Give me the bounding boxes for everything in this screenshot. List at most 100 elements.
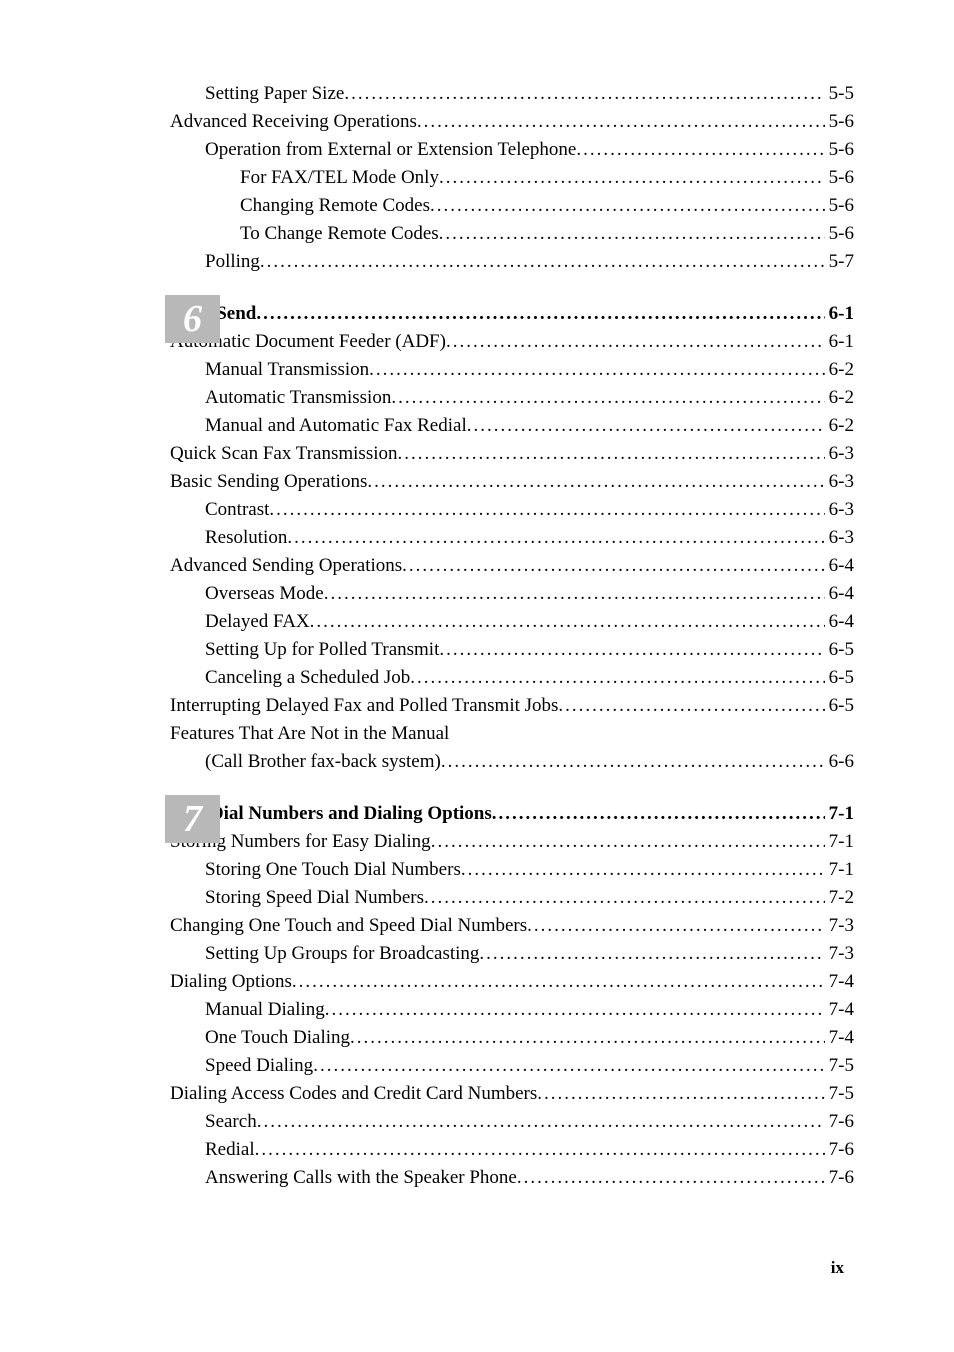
toc-entry-label: Basic Sending Operations — [170, 471, 367, 493]
toc-entry: Answering Calls with the Speaker Phone7-… — [205, 1167, 854, 1189]
toc-entry: Manual Transmission 6-2 — [205, 359, 854, 381]
chapter-6-heading: 6 Setup Send 6-1 — [100, 303, 854, 325]
section-5-continued: Setting Paper Size5-5 Advanced Receiving … — [100, 83, 854, 273]
toc-entry: Advanced Sending Operations 6-4 — [170, 555, 854, 577]
toc-leader — [417, 111, 825, 133]
toc-entry: Manual and Automatic Fax Redial 6-2 — [205, 415, 854, 437]
toc-entry-label: Setting Up for Polled Transmit — [205, 639, 439, 661]
toc-leader — [367, 471, 824, 493]
chapter-6-title-line: Setup Send 6-1 — [165, 303, 854, 325]
toc-leader — [369, 359, 825, 381]
toc-leader — [255, 1139, 825, 1161]
toc-entry-label: To Change Remote Codes — [240, 223, 439, 245]
toc-entry: Interrupting Delayed Fax and Polled Tran… — [170, 695, 854, 717]
toc-entry: Changing Remote Codes5-6 — [240, 195, 854, 217]
toc-entry: Storing One Touch Dial Numbers7-1 — [205, 859, 854, 881]
toc-entry-label: Storing Speed Dial Numbers — [205, 887, 424, 909]
toc-entry-page: 6-3 — [825, 471, 854, 493]
toc-entry-page: 6-3 — [825, 499, 854, 521]
toc-entry-page: 6-4 — [825, 555, 854, 577]
chapter-7-marker: 7 — [165, 795, 220, 843]
toc-entry: Quick Scan Fax Transmission 6-3 — [170, 443, 854, 465]
toc-entry-label: Contrast — [205, 499, 269, 521]
toc-entry-page: 6-4 — [825, 583, 854, 605]
toc-entry: Manual Dialing7-4 — [205, 999, 854, 1021]
toc-leader — [325, 999, 825, 1021]
toc-entry-page: 5-5 — [825, 83, 854, 105]
toc-entry-label: Speed Dialing — [205, 1055, 313, 1077]
toc-entry-label: Dialing Options — [170, 971, 292, 993]
toc-entry: Automatic Document Feeder (ADF)6-1 — [170, 331, 854, 353]
toc-entry-page: 6-2 — [825, 359, 854, 381]
toc-leader — [402, 555, 825, 577]
toc-entry: For FAX/TEL Mode Only5-6 — [240, 167, 854, 189]
toc-leader — [430, 195, 825, 217]
toc-entry-page: 6-5 — [825, 639, 854, 661]
toc-container: Setting Paper Size5-5 Advanced Receiving … — [100, 83, 854, 1189]
toc-leader — [492, 803, 825, 825]
toc-entry-label: Manual and Automatic Fax Redial — [205, 415, 467, 437]
toc-entry: Setting Paper Size5-5 — [205, 83, 854, 105]
toc-leader — [446, 331, 825, 353]
toc-entry: Changing One Touch and Speed Dial Number… — [170, 915, 854, 937]
toc-entry-label: Advanced Sending Operations — [170, 555, 402, 577]
toc-leader — [527, 915, 825, 937]
toc-entry-page: 7-6 — [825, 1139, 854, 1161]
toc-leader — [576, 139, 824, 161]
chapter-7-entries: Storing Numbers for Easy Dialing7-1 Stori… — [100, 831, 854, 1189]
toc-entry-label: Quick Scan Fax Transmission — [170, 443, 398, 465]
toc-entry-page: 5-6 — [825, 223, 854, 245]
toc-entry-label: Polling — [205, 251, 260, 273]
toc-leader — [324, 583, 825, 605]
toc-leader — [461, 859, 825, 881]
toc-entry: Overseas Mode6-4 — [205, 583, 854, 605]
chapter-6-title-page: 6-1 — [825, 303, 854, 325]
toc-entry: Storing Numbers for Easy Dialing7-1 — [170, 831, 854, 853]
page-number: ix — [831, 1258, 844, 1278]
toc-entry-page: 7-1 — [825, 859, 854, 881]
toc-entry: Dialing Options7-4 — [170, 971, 854, 993]
toc-entry-label: Manual Dialing — [205, 999, 325, 1021]
toc-leader — [424, 887, 825, 909]
toc-leader — [439, 639, 824, 661]
toc-entry: Operation from External or Extension Tel… — [205, 139, 854, 161]
toc-entry: Delayed FAX6-4 — [205, 611, 854, 633]
toc-entry: (Call Brother fax-back system)6-6 — [205, 751, 854, 773]
toc-entry-label: Manual Transmission — [205, 359, 369, 381]
toc-entry: One Touch Dialing 7-4 — [205, 1027, 854, 1049]
chapter-6-number: 6 — [183, 297, 202, 341]
toc-entry-label: Automatic Transmission — [205, 387, 391, 409]
toc-entry: Automatic Transmission6-2 — [205, 387, 854, 409]
toc-leader — [269, 499, 824, 521]
toc-entry: Setting Up for Polled Transmit 6-5 — [205, 639, 854, 661]
toc-leader — [517, 1167, 825, 1189]
toc-entry-page: 7-4 — [825, 1027, 854, 1049]
toc-entry-page: 6-3 — [825, 443, 854, 465]
toc-entry-label: Operation from External or Extension Tel… — [205, 139, 576, 161]
toc-entry-label: Search — [205, 1111, 257, 1133]
toc-leader — [257, 1111, 825, 1133]
toc-entry-label: Setting Up Groups for Broadcasting — [205, 943, 479, 965]
toc-entry-page: 6-3 — [825, 527, 854, 549]
toc-entry: Setting Up Groups for Broadcasting7-3 — [205, 943, 854, 965]
toc-entry-page: 5-6 — [825, 195, 854, 217]
toc-entry-page: 7-3 — [825, 915, 854, 937]
toc-entry: Storing Speed Dial Numbers 7-2 — [205, 887, 854, 909]
toc-leader — [431, 831, 825, 853]
toc-entry-label: Advanced Receiving Operations — [170, 111, 417, 133]
toc-leader — [350, 1027, 825, 1049]
toc-entry: Contrast 6-3 — [205, 499, 854, 521]
toc-leader — [441, 751, 825, 773]
toc-leader — [391, 387, 824, 409]
toc-entry-page: 6-2 — [825, 415, 854, 437]
toc-leader — [467, 415, 825, 437]
toc-entry-label: Redial — [205, 1139, 255, 1161]
toc-leader — [558, 695, 824, 717]
toc-leader — [292, 971, 825, 993]
toc-entry-page: 7-2 — [825, 887, 854, 909]
toc-entry-page: 5-7 — [825, 251, 854, 273]
toc-entry-label: Canceling a Scheduled Job — [205, 667, 410, 689]
toc-entry-label: One Touch Dialing — [205, 1027, 350, 1049]
toc-leader — [344, 83, 824, 105]
chapter-7-heading: 7 Auto Dial Numbers and Dialing Options … — [100, 803, 854, 825]
